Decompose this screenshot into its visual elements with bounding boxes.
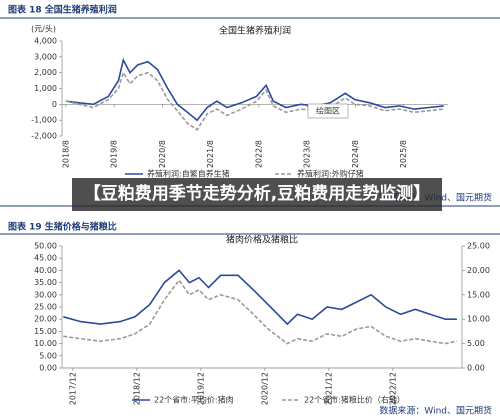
x-tick-label: 2021/8	[206, 140, 215, 168]
y-axis-label: (元/头)	[31, 24, 56, 34]
x-tick-label: 2020/8	[158, 140, 167, 168]
y2-tick-label: 15.00	[467, 290, 490, 299]
y-tick-label: 2,000	[34, 68, 57, 77]
y-tick-label: -2,000	[31, 132, 57, 141]
x-tick-label: 2024/8	[351, 140, 360, 168]
y-tick-label: -1,000	[31, 116, 57, 125]
y-tick-label: 1,000	[34, 84, 57, 93]
y-tick-label: 35.00	[34, 278, 57, 287]
figure-caption: 图表 18 全国生猪养殖利润	[8, 4, 117, 16]
tooltip: 绘图区	[316, 106, 340, 116]
y-tick-label: 10.00	[34, 339, 57, 348]
legend-label: 22个省市:猪粮比价（右轴）	[304, 395, 405, 405]
y-tick-label: 40.00	[34, 266, 57, 275]
x-tick-label: 2019/12	[196, 372, 205, 405]
legend-label: 养殖利润:外购仔猪	[297, 169, 364, 179]
y-tick-label: 3,000	[34, 52, 57, 61]
x-tick-label: 2019/8	[110, 140, 119, 168]
series-line	[65, 70, 444, 131]
y-tick-label: 25.00	[34, 303, 57, 312]
legend-label: 22个省市:平均价:猪肉	[154, 395, 234, 405]
source-note: 数据来源：Wind、国元期货	[379, 405, 492, 417]
x-tick-label: 2018/12	[132, 372, 141, 405]
y-tick-label: 4,000	[34, 37, 57, 46]
figure-caption: 图表 19 生猪价格与猪粮比	[8, 221, 117, 233]
y2-tick-label: 0.00	[467, 364, 485, 373]
tooltip-box	[307, 103, 349, 119]
series-line	[63, 278, 458, 345]
y2-tick-label: 10.00	[467, 315, 490, 324]
y-tick-label: 5.00	[39, 351, 57, 360]
x-tick-label: 2025/8	[399, 140, 408, 168]
series-line	[65, 57, 444, 122]
y-tick-label: 20.00	[34, 315, 57, 324]
x-tick-label: 2020/12	[260, 372, 269, 405]
y2-tick-label: 5.00	[467, 339, 485, 348]
y-tick-label: 30.00	[34, 290, 57, 299]
legend-label: 养殖利润:自繁自养生猪	[147, 169, 230, 179]
x-tick-label: 2022/12	[388, 372, 397, 405]
x-tick-label: 2017/12	[68, 372, 77, 405]
x-tick-label: 2023/8	[303, 140, 312, 168]
x-tick-label: 2021/12	[324, 372, 333, 405]
y-tick-label: 0	[52, 100, 57, 109]
chart-title: 全国生猪养殖利润	[219, 25, 291, 37]
series-line	[63, 269, 457, 326]
y2-tick-label: 25.00	[467, 242, 490, 251]
y-tick-label: 15.00	[34, 327, 57, 336]
chart-title: 猪肉价格及猪粮比	[226, 234, 298, 246]
y-tick-label: 45.00	[34, 254, 57, 263]
y-tick-label: 0.00	[39, 364, 57, 373]
y-tick-label: 50.00	[34, 242, 57, 251]
y2-tick-label: 20.00	[467, 266, 490, 275]
banner: 【豆粕费用季节走势分析,豆粕费用走势监测】	[72, 178, 442, 211]
x-tick-label: 2018/8	[61, 140, 70, 168]
x-tick-label: 2022/8	[254, 140, 263, 168]
